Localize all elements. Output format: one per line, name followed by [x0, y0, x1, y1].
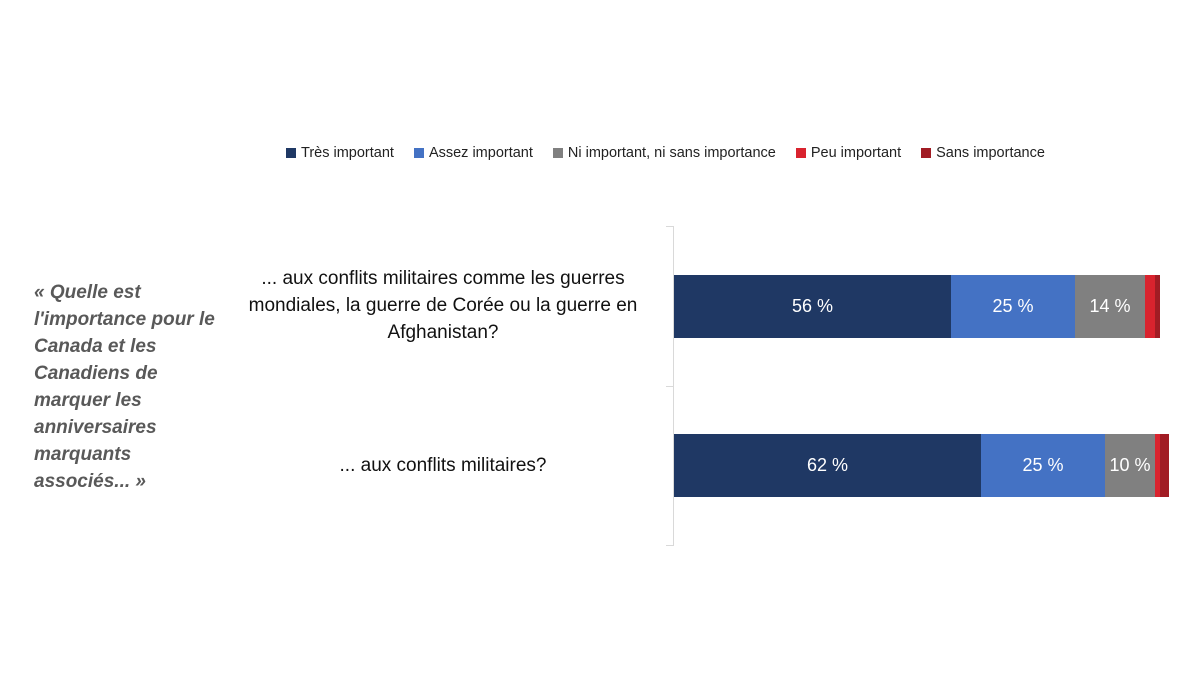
category-axis	[673, 226, 674, 546]
legend-swatch-icon	[795, 148, 806, 158]
chart-legend: Très important Assez important Ni import…	[286, 145, 1065, 161]
legend-item-tres-important: Très important	[286, 145, 394, 161]
category-label-2: ... aux conflits militaires?	[339, 455, 547, 476]
legend-swatch-icon	[286, 148, 296, 158]
legend-swatch-icon	[921, 148, 932, 158]
bar-segment-sans-importance	[1155, 275, 1160, 338]
stacked-bar-1: 56 % 25 % 14 %	[674, 275, 1160, 338]
bar-segment-peu-important	[1155, 434, 1160, 497]
bar-segment-assez-important: 25 %	[981, 434, 1105, 497]
legend-label: Assez important	[428, 145, 533, 161]
legend-label: Sans importance	[936, 145, 1045, 161]
legend-label: Très important	[301, 145, 394, 161]
bar-segment-ni-important: 10 %	[1105, 434, 1155, 497]
bar-segment-tres-important: 62 %	[674, 434, 981, 497]
legend-item-assez-important: Assez important	[413, 145, 533, 161]
legend-item-ni-important: Ni important, ni sans importance	[552, 145, 776, 161]
bar-segment-assez-important: 25 %	[951, 275, 1075, 338]
axis-tick	[666, 386, 673, 387]
bar-segment-tres-important: 56 %	[674, 275, 951, 338]
category-label-1: ... aux conflits militaires comme les gu…	[248, 268, 638, 343]
question-text: « Quelle est l'importance pour le Canada…	[34, 282, 215, 492]
legend-item-sans-importance: Sans importance	[921, 145, 1045, 161]
bar-segment-peu-important	[1145, 275, 1155, 338]
legend-label: Peu important	[810, 145, 902, 161]
stacked-bar-2: 62 % 25 % 10 %	[674, 434, 1169, 497]
axis-tick	[666, 226, 673, 227]
legend-swatch-icon	[552, 148, 563, 158]
legend-label: Ni important, ni sans importance	[567, 145, 776, 161]
bar-segment-sans-importance	[1160, 434, 1169, 497]
axis-tick	[666, 545, 673, 546]
legend-item-peu-important: Peu important	[795, 145, 902, 161]
legend-swatch-icon	[413, 148, 424, 158]
bar-segment-ni-important: 14 %	[1075, 275, 1145, 338]
